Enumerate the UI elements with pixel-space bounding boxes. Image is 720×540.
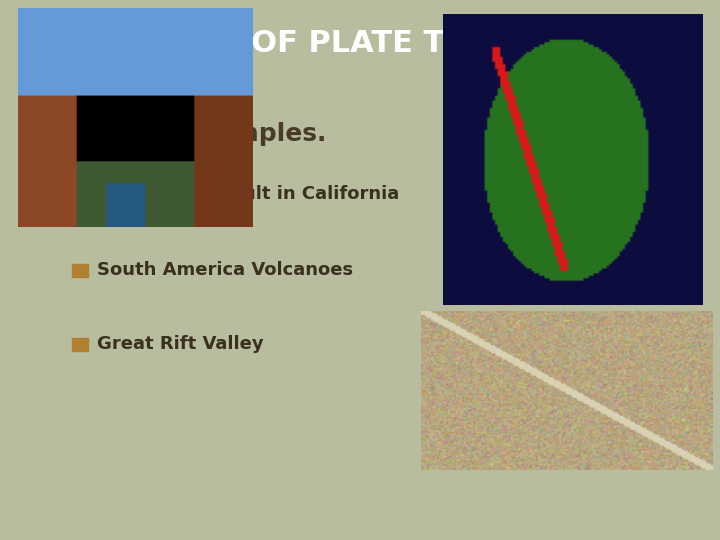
Bar [72,264,88,277]
Text: South America Volcanoes: South America Volcanoes [97,261,354,279]
Text: San Andrea Fault in California: San Andrea Fault in California [97,185,400,202]
Text: THEORY OF PLATE TECTONICS: THEORY OF PLATE TECTONICS [104,29,616,58]
Bar [72,188,88,201]
Text: Great Rift Valley: Great Rift Valley [97,335,264,353]
Bar [72,338,88,350]
Text: Famous examples.: Famous examples. [65,122,326,146]
